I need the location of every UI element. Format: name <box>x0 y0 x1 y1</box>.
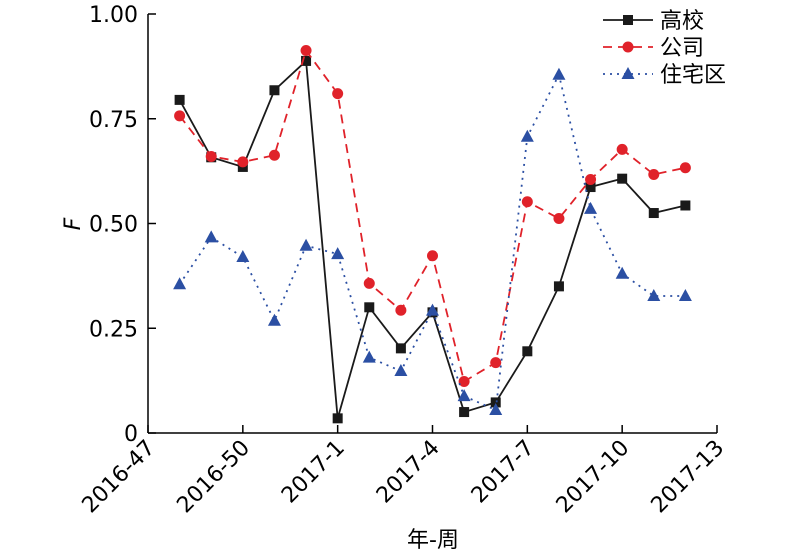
data-point <box>269 85 280 96</box>
x-tick-label: 2017-13 <box>647 436 730 519</box>
legend-marker <box>621 67 635 79</box>
data-point <box>553 281 564 292</box>
data-point <box>173 277 187 290</box>
data-point <box>617 173 628 184</box>
x-tick-label: 2016-47 <box>78 436 161 519</box>
legend-marker <box>623 15 633 25</box>
series-2 <box>174 44 691 387</box>
series-line <box>178 72 686 412</box>
data-point <box>490 357 502 369</box>
data-point <box>426 303 439 316</box>
data-point <box>332 88 344 100</box>
data-point <box>364 302 375 313</box>
data-point <box>459 407 470 418</box>
x-axis-label: 年-周 <box>407 528 459 553</box>
data-point <box>174 110 186 122</box>
data-point <box>585 182 596 193</box>
y-tick-label: 1.00 <box>89 3 138 28</box>
data-point <box>332 413 343 424</box>
series-line <box>178 59 686 419</box>
data-point <box>522 346 533 357</box>
y-tick-label: 0.75 <box>89 108 138 133</box>
series-3 <box>173 67 692 415</box>
data-point <box>616 143 628 155</box>
data-point <box>236 250 250 263</box>
legend-marker <box>622 41 634 53</box>
legend-label: 住宅区 <box>660 63 726 88</box>
data-point <box>552 67 566 80</box>
data-point <box>268 149 280 161</box>
data-point <box>299 238 313 251</box>
y-tick-label: 0.50 <box>89 213 138 238</box>
legend-label: 公司 <box>660 36 704 61</box>
data-point <box>174 94 185 105</box>
data-point <box>457 389 471 402</box>
data-point <box>205 150 217 162</box>
data-point <box>427 250 438 262</box>
data-point <box>395 304 407 316</box>
data-point <box>301 55 312 66</box>
data-point <box>647 288 661 301</box>
series-1 <box>174 55 691 424</box>
data-point <box>331 247 345 260</box>
y-tick-label: 0.25 <box>89 317 138 342</box>
data-point <box>490 397 501 408</box>
data-point <box>362 350 376 363</box>
data-point <box>520 129 534 142</box>
data-point <box>648 208 659 219</box>
x-tick-label: 2017-4 <box>372 436 445 509</box>
x-tick-label: 2017-7 <box>467 436 540 509</box>
data-point <box>585 174 597 186</box>
x-tick-label: 2017-10 <box>552 436 635 519</box>
y-axis-label: F <box>61 217 86 230</box>
x-tick-label: 2017-1 <box>277 436 350 509</box>
data-point <box>678 288 692 301</box>
x-tick-label: 2016-50 <box>172 436 255 519</box>
series-line <box>178 48 686 383</box>
data-point <box>204 230 218 243</box>
legend-label: 高校 <box>660 9 704 34</box>
data-point <box>237 156 249 168</box>
data-point <box>300 44 312 56</box>
series-layer <box>173 44 692 424</box>
data-point <box>553 212 565 224</box>
data-point <box>679 162 691 174</box>
axes: 0 0.25 0.50 0.75 1.00 2016-47 2016-50 2017-1 201… <box>78 3 730 518</box>
data-point <box>648 168 660 180</box>
data-point <box>363 277 375 289</box>
data-point <box>584 201 598 214</box>
data-point <box>489 402 503 415</box>
data-point <box>680 200 691 211</box>
data-point <box>394 363 408 376</box>
data-point <box>267 313 281 326</box>
data-point <box>458 375 470 387</box>
data-point <box>395 343 406 354</box>
data-point <box>615 266 629 279</box>
y-tick-label: 0 <box>124 422 138 447</box>
data-point <box>521 196 533 208</box>
